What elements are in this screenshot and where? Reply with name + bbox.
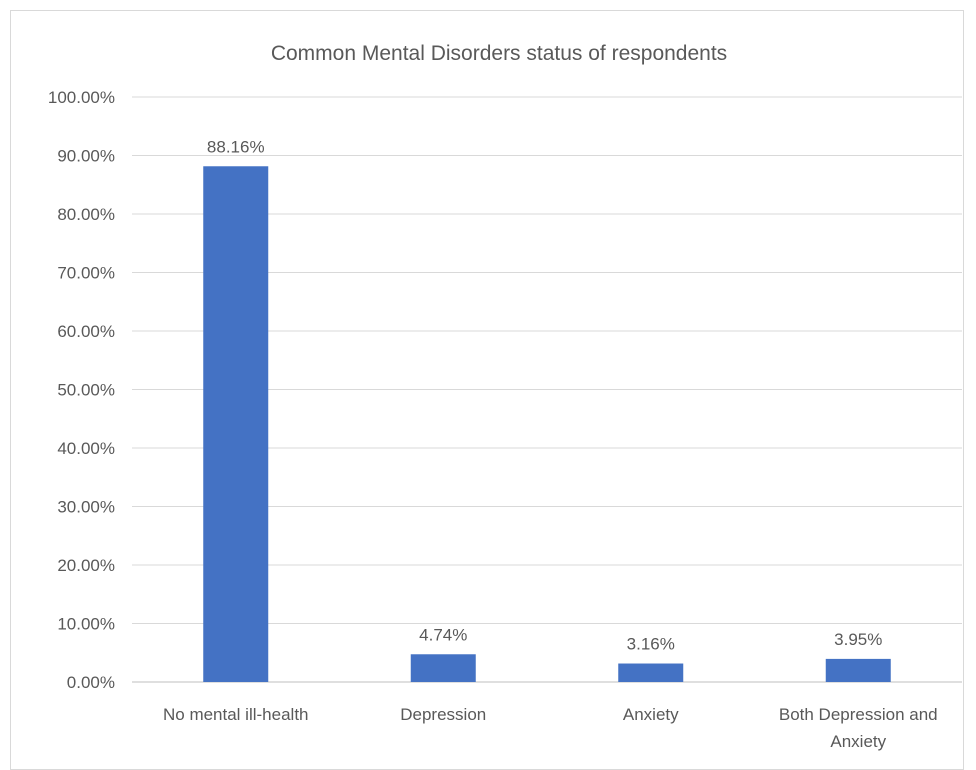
bar xyxy=(203,166,269,682)
data-label: 3.95% xyxy=(834,630,882,649)
bar xyxy=(825,658,891,682)
bar xyxy=(618,663,684,682)
y-tick-label: 60.00% xyxy=(57,322,115,341)
y-tick-label: 80.00% xyxy=(57,205,115,224)
y-tick-label: 30.00% xyxy=(57,498,115,517)
data-label: 4.74% xyxy=(419,625,467,644)
x-category-label: Anxiety xyxy=(623,705,679,724)
data-label: 88.16% xyxy=(207,137,265,156)
chart-title: Common Mental Disorders status of respon… xyxy=(271,42,727,65)
y-tick-label: 10.00% xyxy=(57,615,115,634)
y-tick-label: 50.00% xyxy=(57,381,115,400)
y-tick-label: 20.00% xyxy=(57,556,115,575)
y-tick-label: 70.00% xyxy=(57,264,115,283)
x-category-label: Depression xyxy=(400,705,486,724)
y-tick-label: 40.00% xyxy=(57,439,115,458)
y-tick-label: 90.00% xyxy=(57,147,115,166)
bar xyxy=(410,654,476,682)
x-category-label: Both Depression and Anxiety xyxy=(779,705,938,751)
y-tick-label: 100.00% xyxy=(48,88,115,107)
data-label: 3.16% xyxy=(627,635,675,654)
x-category-label: No mental ill-health xyxy=(163,705,309,724)
y-tick-label: 0.00% xyxy=(67,673,115,692)
